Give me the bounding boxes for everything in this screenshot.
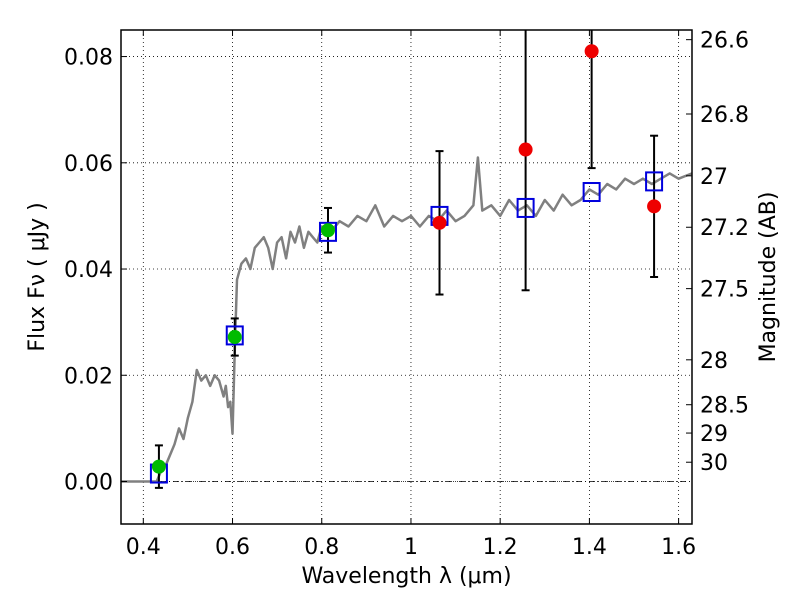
y-tick-label: 0.04: [64, 258, 113, 283]
y-axis-label: Flux Fν ( μJy ): [25, 202, 50, 351]
y-tick-label: 0.06: [64, 152, 113, 177]
x-tick-label: 1.4: [572, 535, 607, 560]
axis-ticks: 0.4 0.6 0.8 1 1.2 1.4 1.6 0.00 0.02 0.04 0.06 0.08 2…: [64, 29, 749, 560]
model-spectrum: [121, 156, 693, 483]
synthetic-flux-square: [516, 197, 535, 218]
model-spectrum-line: [121, 156, 693, 483]
right-tick-label: 30: [700, 451, 728, 476]
right-tick-label: 26.8: [700, 103, 749, 128]
y-tick-label: 0.08: [64, 46, 113, 71]
x-tick-label: 0.8: [304, 535, 339, 560]
right-axis-label: Magnitude (AB): [756, 192, 781, 363]
observed-flux-point-green: [320, 223, 335, 238]
x-tick-label: 0.6: [215, 535, 250, 560]
observed-flux-point-green: [151, 459, 166, 474]
observed-flux-point-red: [518, 142, 533, 157]
synthetic-flux-square: [582, 182, 601, 203]
x-tick-label: 1: [404, 535, 418, 560]
right-tick-label: 27.5: [700, 278, 749, 303]
synthetic-flux-square: [645, 171, 664, 192]
grid: [121, 30, 692, 524]
right-tick-label: 27: [700, 165, 728, 190]
plot-frame: [120, 29, 693, 525]
synthetic-flux-square: [318, 221, 337, 242]
right-tick-label: 27.2: [700, 216, 749, 241]
x-tick-label: 1.6: [661, 535, 696, 560]
observed-flux-point-red: [432, 215, 447, 230]
observed-flux-point-green: [227, 330, 242, 345]
observed-flux-point-red: [647, 199, 662, 214]
right-tick-label: 29: [700, 422, 728, 447]
synthetic-flux-square: [225, 325, 244, 346]
observed-photometry: [151, 44, 662, 474]
right-tick-label: 28.5: [700, 394, 749, 419]
observed-flux-point-red: [584, 44, 599, 59]
x-tick-label: 1.2: [483, 535, 518, 560]
right-tick-label: 28: [700, 349, 728, 374]
x-tick-label: 0.4: [126, 535, 161, 560]
y-tick-label: 0.00: [64, 471, 113, 496]
x-axis-label: Wavelength λ (μm): [301, 564, 511, 589]
y-tick-label: 0.02: [64, 364, 113, 389]
right-tick-label: 26.6: [700, 29, 749, 54]
